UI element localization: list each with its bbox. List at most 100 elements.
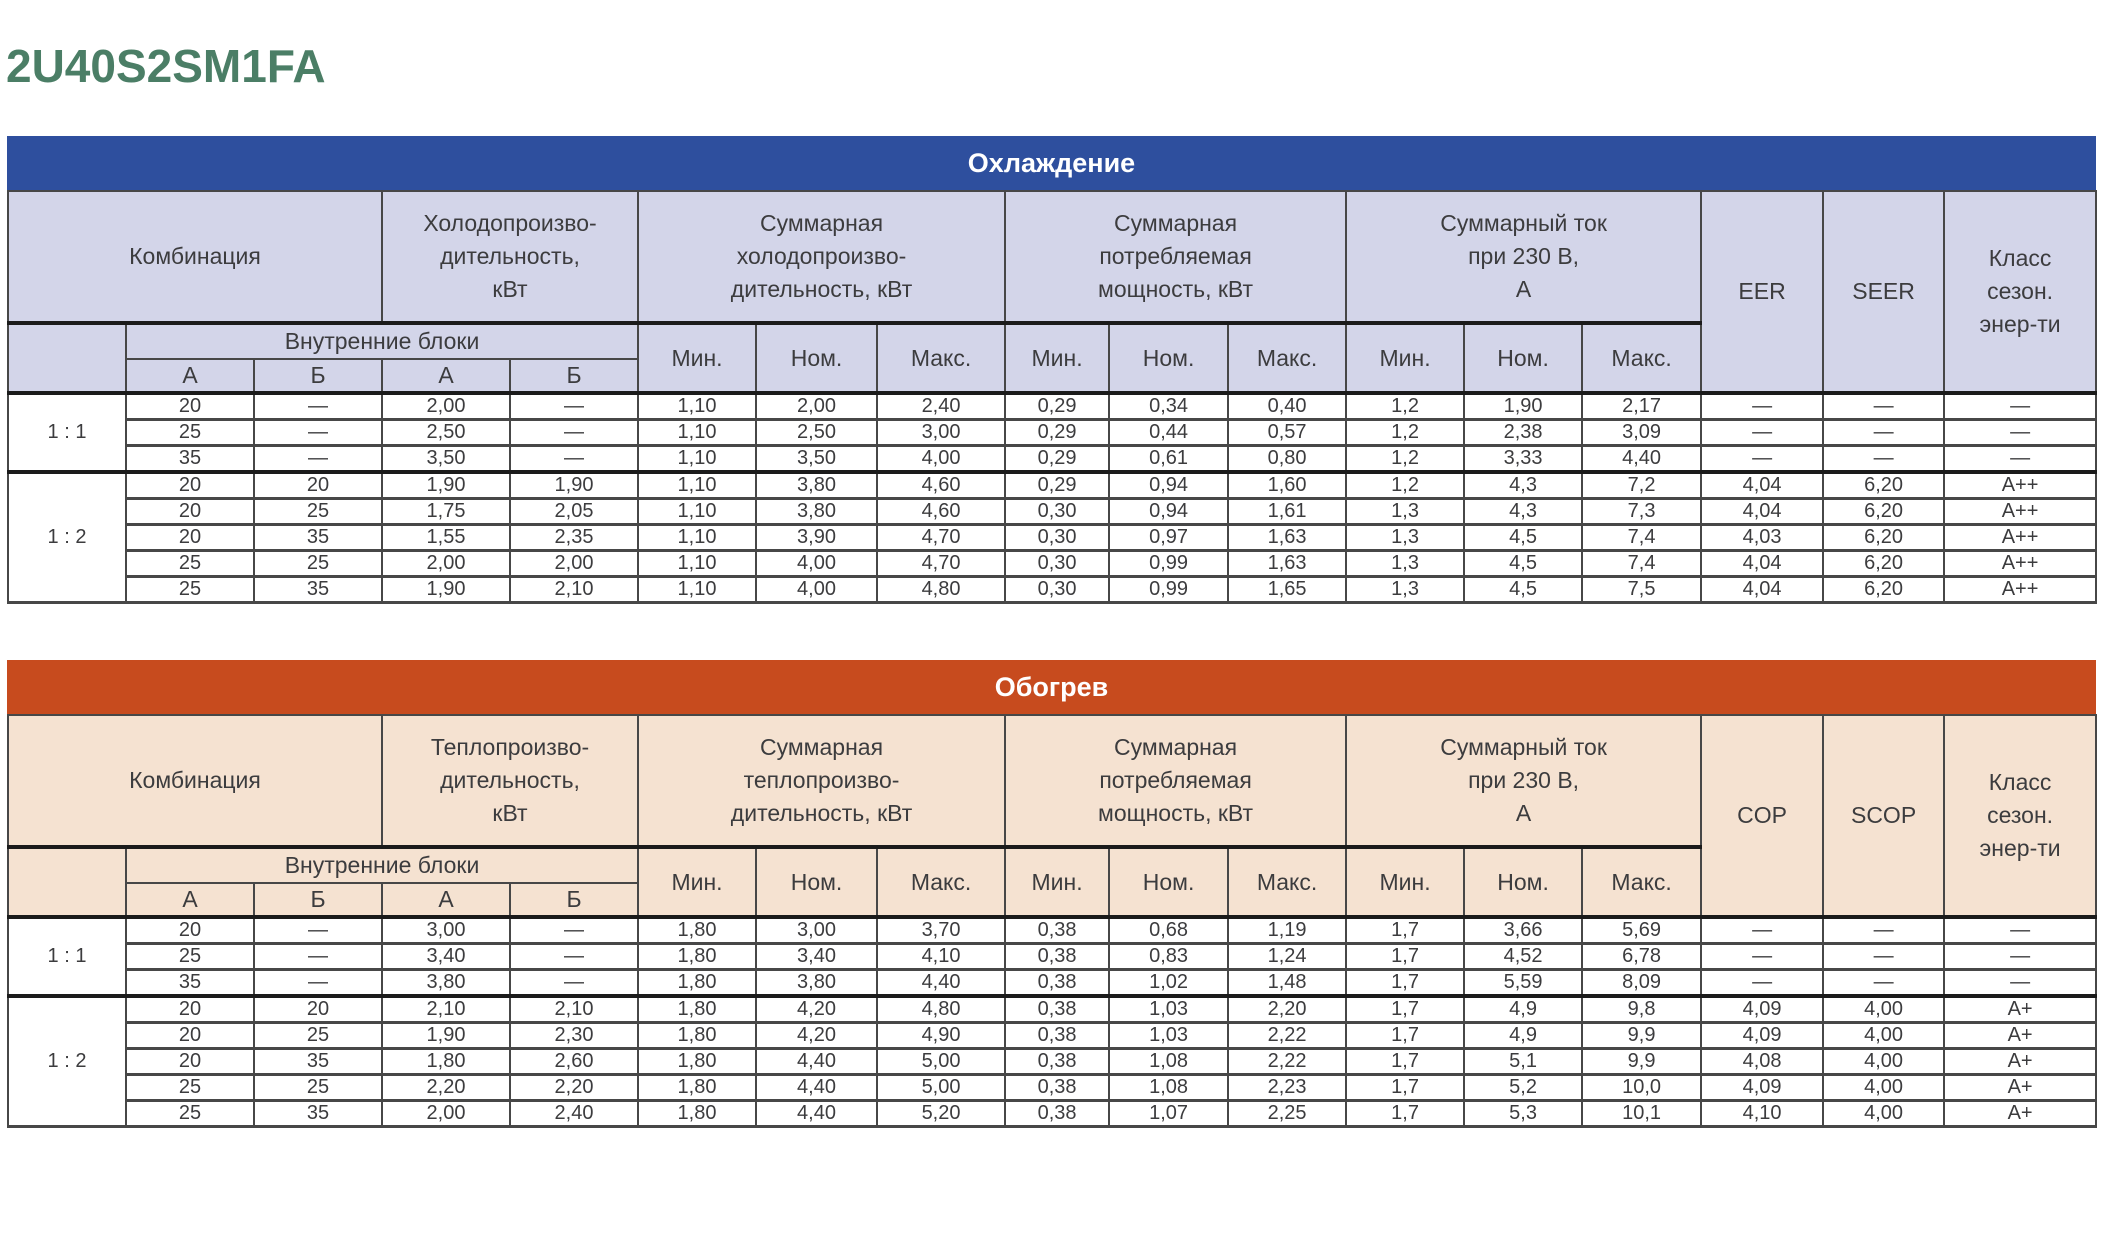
header-max-total-capacity: Макс.: [876, 322, 1007, 394]
header-ratio-spacer: [7, 846, 127, 918]
data-cell: 2,50: [381, 418, 511, 447]
data-cell: 4,40: [755, 1099, 879, 1128]
data-cell: A++: [1943, 470, 2098, 500]
header-eff-seasonal: SCOP: [1822, 714, 1946, 919]
data-cell: 0,99: [1108, 575, 1230, 604]
data-cell: 1,80: [637, 1047, 758, 1076]
header-min-total-capacity: Мин.: [637, 846, 758, 918]
page-title: 2U40S2SM1FA: [6, 40, 326, 92]
header-max-total-power: Макс.: [1227, 846, 1348, 918]
data-cell: 3,70: [876, 915, 1007, 945]
data-cell: —: [508, 915, 640, 945]
data-cell: 1,24: [1227, 942, 1348, 971]
header-nom-total-power: Ном.: [1108, 322, 1230, 394]
header-energy-class: Класс сезон. энер-ти: [1943, 190, 2098, 395]
table-row: 20 35 1,55 2,35 1,10 3,90 4,70 0,30 0,97 1,63 1,3 4…: [8, 523, 2098, 552]
data-cell: 4,3: [1463, 497, 1584, 526]
table-row: 25—3,40—1,80 3,40 4,10 0,38 0,83 1,24 1,7 4,52 6…: [8, 942, 2098, 971]
data-cell: 2,22: [1227, 1021, 1348, 1050]
data-cell: 2,25: [1227, 1099, 1348, 1128]
data-cell: 0,38: [1004, 915, 1111, 945]
data-cell: 20: [125, 994, 255, 1024]
heating-table-body: 1 : 1 20—3,00—1,80 3,00 3,70 0,38 0,68 1,19 1,7…: [7, 915, 2098, 1128]
data-cell: 1,80: [637, 968, 758, 998]
data-cell: 4,09: [1700, 1073, 1825, 1102]
data-cell: 1,10: [637, 549, 758, 578]
data-cell: 1,19: [1227, 915, 1348, 945]
data-cell: 1,55: [381, 523, 511, 552]
header-min-total-current: Мин.: [1345, 322, 1466, 394]
data-cell: 0,38: [1004, 968, 1111, 998]
data-cell: 4,40: [1581, 444, 1703, 474]
header-total-capacity: Суммарная холодопроизво-дительность, кВт: [637, 190, 1007, 325]
data-cell: 1,3: [1345, 549, 1466, 578]
data-cell: 2,10: [508, 575, 640, 604]
data-cell: —: [253, 915, 383, 945]
data-cell: —: [508, 391, 640, 421]
table-row: 1 : 2 20 20 2,10 2,10 1,80 4,20 4,80 0,38 1,03 2,2…: [7, 994, 2098, 1128]
header-unit-a-indoor: А: [125, 358, 255, 394]
data-cell: —: [1700, 942, 1825, 971]
header-total-power: Суммарная потребляемая мощность, кВт: [1004, 714, 1348, 849]
data-cell: 1,10: [637, 444, 758, 474]
data-cell: 1,80: [637, 1021, 758, 1050]
data-cell: 4,9: [1463, 1021, 1584, 1050]
data-cell: 4,3: [1463, 470, 1584, 500]
header-unit-a-indoor: А: [125, 882, 255, 918]
data-cell: 35: [125, 444, 255, 474]
data-cell: 0,29: [1004, 418, 1111, 447]
data-cell: —: [1822, 391, 1946, 421]
data-cell: 1,7: [1345, 1021, 1466, 1050]
data-cell: 6,78: [1581, 942, 1703, 971]
data-cell: 1,08: [1108, 1047, 1230, 1076]
data-cell: 0,29: [1004, 444, 1111, 474]
data-cell: —: [1943, 968, 2098, 998]
data-cell: 4,40: [755, 1073, 879, 1102]
data-cell: 1,7: [1345, 968, 1466, 998]
data-cell: 1,10: [637, 418, 758, 447]
data-cell: 4,04: [1700, 575, 1825, 604]
table-row: 35—3,50—1,10 3,50 4,00 0,29 0,61 0,80 1,2 3,33 4…: [8, 444, 2098, 474]
data-cell: 1,2: [1345, 418, 1466, 447]
data-cell: 20: [253, 470, 383, 500]
data-cell: 0,29: [1004, 391, 1111, 421]
table-row: 25—2,50—1,10 2,50 3,00 0,29 0,44 0,57 1,2 2,38 3…: [8, 418, 2098, 447]
data-cell: 0,30: [1004, 575, 1111, 604]
data-cell: 1,7: [1345, 1073, 1466, 1102]
table-row: 1 : 2 20 20 1,90 1,90 1,10 3,80 4,60 0,29 0,94 1,6…: [7, 470, 2098, 604]
header-unit-a-capacity: А: [381, 358, 511, 394]
data-cell: 1,10: [637, 575, 758, 604]
data-cell: 1,3: [1345, 497, 1466, 526]
data-cell: 1,08: [1108, 1073, 1230, 1102]
data-cell: A+: [1943, 994, 2098, 1024]
data-cell: 2,00: [508, 549, 640, 578]
data-cell: 1,80: [637, 1099, 758, 1128]
data-cell: 35: [253, 1047, 383, 1076]
data-cell: 0,44: [1108, 418, 1230, 447]
data-cell: 0,38: [1004, 942, 1111, 971]
data-cell: 20: [125, 523, 255, 552]
data-cell: 1,80: [637, 942, 758, 971]
data-cell: 0,57: [1227, 418, 1348, 447]
data-cell: 4,08: [1700, 1047, 1825, 1076]
data-cell: 4,00: [1822, 1099, 1946, 1128]
data-cell: 0,29: [1004, 470, 1111, 500]
data-cell: 7,4: [1581, 523, 1703, 552]
data-cell: 1,7: [1345, 942, 1466, 971]
data-cell: 3,80: [755, 968, 879, 998]
data-cell: 1,07: [1108, 1099, 1230, 1128]
header-combination: Комбинация: [7, 714, 383, 849]
header-nom-total-capacity: Ном.: [755, 322, 879, 394]
data-cell: 0,38: [1004, 1099, 1111, 1128]
header-capacity: Теплопроизво-дительность, кВт: [380, 714, 640, 849]
data-cell: 4,9: [1463, 994, 1584, 1024]
data-cell: 1,61: [1227, 497, 1348, 526]
data-cell: 4,70: [876, 549, 1007, 578]
data-cell: 4,52: [1463, 942, 1584, 971]
data-cell: 1,02: [1108, 968, 1230, 998]
data-cell: 4,04: [1700, 470, 1825, 500]
data-cell: A+: [1943, 1073, 2098, 1102]
header-eff-seasonal: SEER: [1822, 190, 1946, 395]
data-cell: 4,04: [1700, 549, 1825, 578]
data-cell: 1,7: [1345, 915, 1466, 945]
